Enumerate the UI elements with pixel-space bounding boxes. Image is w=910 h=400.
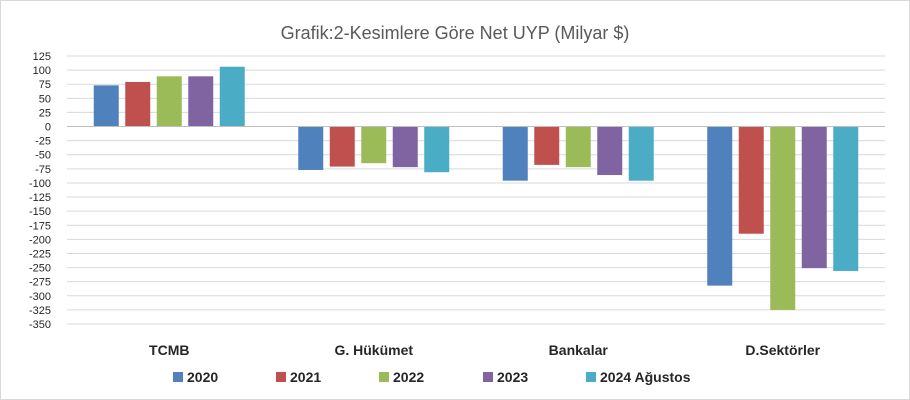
bar-2021-0 [125, 81, 151, 127]
y-tick-label: -100 [29, 178, 51, 190]
y-tick-label: -75 [35, 164, 51, 176]
chart-title: Grafik:2-Kesimlere Göre Net UYP (Milyar … [281, 23, 630, 43]
y-tick-label: 25 [39, 107, 51, 119]
y-tick-label: -300 [29, 291, 51, 303]
legend-label: 2024 Ağustos [600, 369, 691, 385]
y-tick-label: -25 [35, 136, 51, 148]
y-tick-label: -50 [35, 150, 51, 162]
legend-swatch [586, 372, 596, 382]
legend: 2020 2021 2022 2023 2024 Ağustos [173, 369, 691, 385]
legend-label: 2022 [393, 369, 424, 385]
bar-2023-1 [392, 126, 418, 168]
category-label: Bankalar [549, 342, 609, 358]
bar-2020-2 [502, 126, 528, 181]
legend-label: 2020 [187, 369, 218, 385]
bar-2020-1 [298, 126, 324, 170]
bars [67, 66, 885, 310]
legend-label: 2023 [497, 369, 528, 385]
bar-2020-3 [707, 126, 733, 286]
bar-2024-ağustos-2 [628, 126, 654, 181]
y-tick-label: -125 [29, 192, 51, 204]
y-tick-label: -250 [29, 263, 51, 275]
y-tick-label: 125 [33, 51, 51, 63]
y-tick-label: -200 [29, 234, 51, 246]
y-tick-label: 50 [39, 93, 51, 105]
bar-2024-ağustos-1 [424, 126, 450, 173]
legend-swatch [483, 372, 493, 382]
bar-2023-0 [188, 76, 214, 127]
bar-2022-1 [361, 126, 387, 164]
y-tick-label: -175 [29, 220, 51, 232]
bar-2021-3 [738, 126, 764, 234]
y-tick-label: 100 [33, 65, 51, 77]
bar-2022-0 [156, 76, 182, 127]
category-label: D.Sektörler [745, 342, 820, 358]
category-label: G. Hükümet [334, 342, 413, 358]
bar-2022-2 [565, 126, 591, 168]
bar-2023-2 [597, 126, 623, 176]
y-tick-label: -150 [29, 206, 51, 218]
y-tick-label: -325 [29, 305, 51, 317]
legend-swatch [379, 372, 389, 382]
y-axis-ticks: 125 100 75 50 25 0 -25 -50 -75 -100 -125 -150 -175 -2… [29, 51, 51, 331]
bar-2021-1 [329, 126, 355, 167]
legend-swatch [276, 372, 286, 382]
bar-2024-ağustos-0 [219, 66, 245, 127]
legend-swatch [173, 372, 183, 382]
y-tick-label: 75 [39, 79, 51, 91]
y-tick-label: 0 [45, 122, 51, 134]
y-tick-label: -275 [29, 277, 51, 289]
bar-2024-ağustos-3 [833, 126, 859, 271]
bar-2021-2 [534, 126, 560, 165]
legend-label: 2021 [290, 369, 321, 385]
bar-2023-3 [801, 126, 827, 269]
category-labels: TCMB G. Hükümet Bankalar D.Sektörler [149, 342, 821, 358]
y-tick-label: -350 [29, 319, 51, 331]
category-label: TCMB [149, 342, 189, 358]
bar-2020-0 [93, 85, 119, 127]
bar-2022-3 [770, 126, 796, 310]
y-tick-label: -225 [29, 248, 51, 260]
